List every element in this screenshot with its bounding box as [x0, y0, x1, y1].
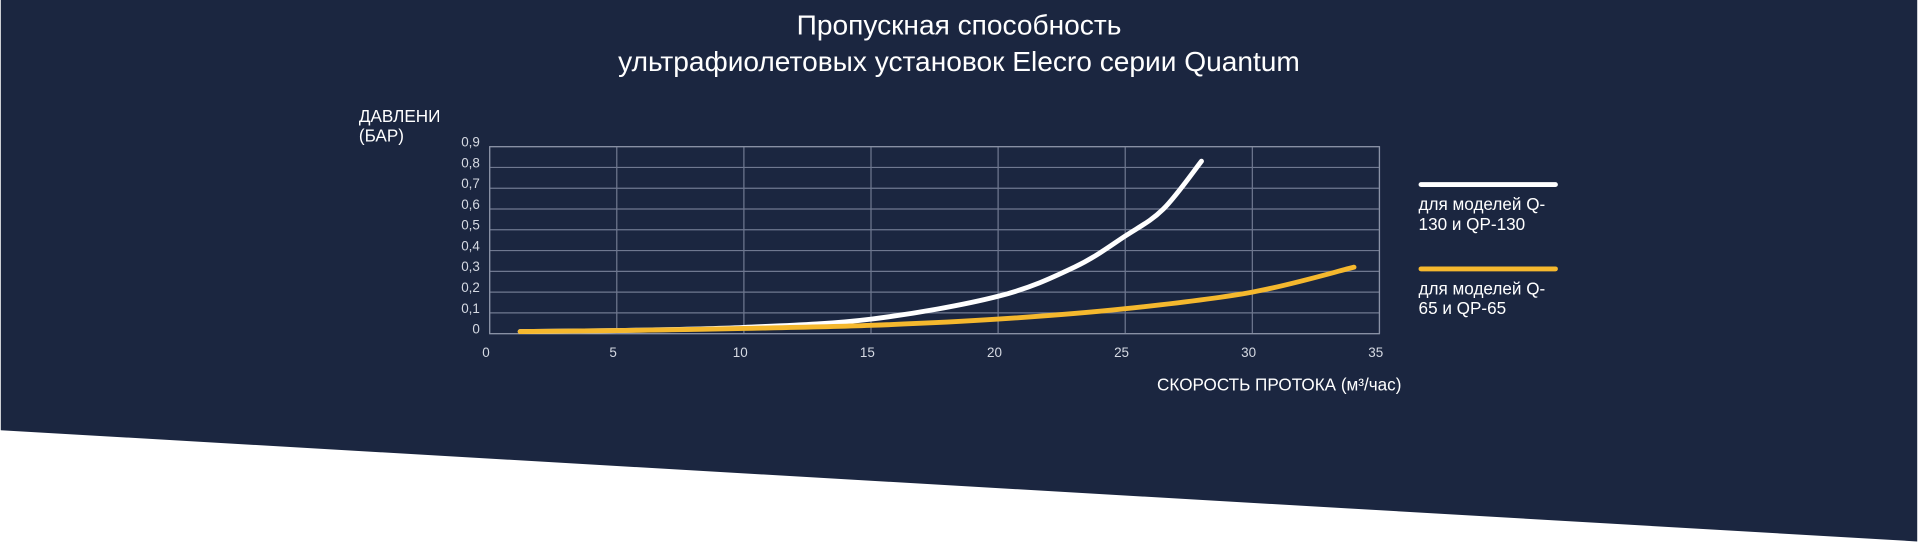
- x-tick-label: 15: [860, 345, 875, 360]
- y-tick-label: 0,4: [461, 238, 480, 253]
- plot-border: [489, 146, 1381, 335]
- x-tick-label: 20: [987, 345, 1002, 360]
- y-tick-label: 0,3: [461, 259, 480, 274]
- x-tick-label: 5: [609, 345, 616, 360]
- y-tick-label: 0,2: [461, 280, 480, 295]
- x-tick-label: 10: [733, 345, 748, 360]
- y-tick-label: 0,1: [461, 301, 480, 316]
- y-tick-label: 0,7: [461, 176, 480, 191]
- y-tick-label: 0,5: [461, 218, 480, 233]
- y-axis-label: (БАР): [359, 126, 404, 145]
- y-axis-label: ДАВЛЕНИ: [359, 107, 441, 126]
- legend-label: для моделей Q-65 и QP-65: [1418, 278, 1546, 318]
- x-tick-label: 30: [1241, 345, 1256, 360]
- y-tick-label: 0: [472, 322, 479, 337]
- y-tick-label: 0,8: [461, 155, 480, 170]
- legend-entry: для моделей Q-65 и QP-65: [1418, 278, 1546, 318]
- y-tick-label: 0,9: [461, 135, 480, 150]
- x-tick-label: 0: [482, 345, 489, 360]
- x-axis-label: СКОРОСТЬ ПРОТОКА (м³/час): [1157, 376, 1401, 395]
- chart-title: ультрафиолетовых установок Elecro серии …: [618, 46, 1300, 77]
- x-tick-label: 35: [1368, 345, 1383, 360]
- x-tick-label: 25: [1114, 345, 1129, 360]
- data-line: [517, 264, 1357, 335]
- legend-entry: для моделей Q-130 и QP-130: [1418, 194, 1546, 234]
- y-tick-label: 0,6: [461, 197, 480, 212]
- chart-title: Пропускная способность: [797, 9, 1122, 40]
- legend-label: для моделей Q-130 и QP-130: [1418, 194, 1546, 234]
